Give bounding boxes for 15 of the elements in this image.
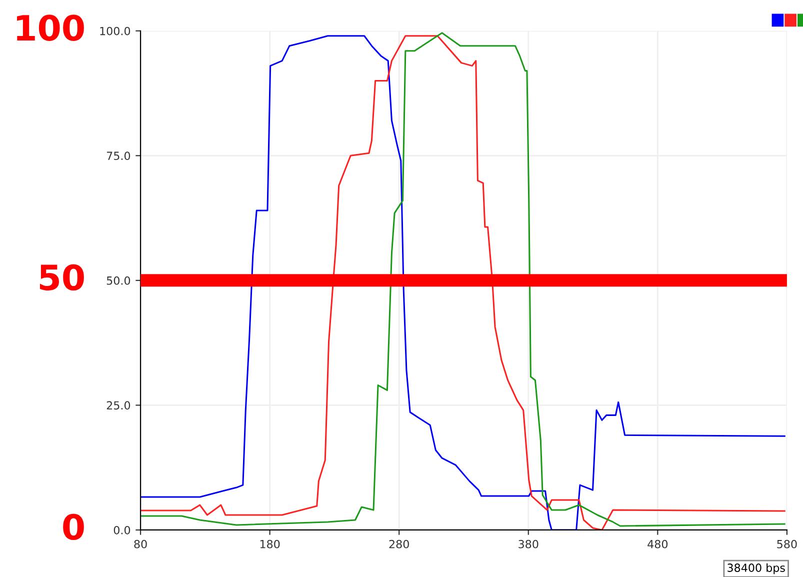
x-tick-label: 280	[389, 540, 409, 548]
text: 38400 bps	[728, 563, 785, 574]
y-tick-label: 50.0	[106, 276, 130, 285]
x-tick-label: 380	[518, 540, 538, 548]
y-tick-label: 100.0	[100, 26, 130, 36]
x-tick-label: 80	[134, 540, 147, 548]
x-tick-label: 180	[260, 540, 280, 548]
x-tick-label: 580	[777, 540, 797, 548]
text: 0	[63, 514, 84, 540]
x-tick-label: 480	[648, 540, 668, 548]
y-tick-label: 0.0	[114, 526, 130, 534]
y-tick-label: 75.0	[106, 152, 130, 160]
text: 100	[17, 14, 84, 41]
y-tick-label: 25.0	[106, 401, 130, 410]
text: 50	[40, 264, 84, 290]
